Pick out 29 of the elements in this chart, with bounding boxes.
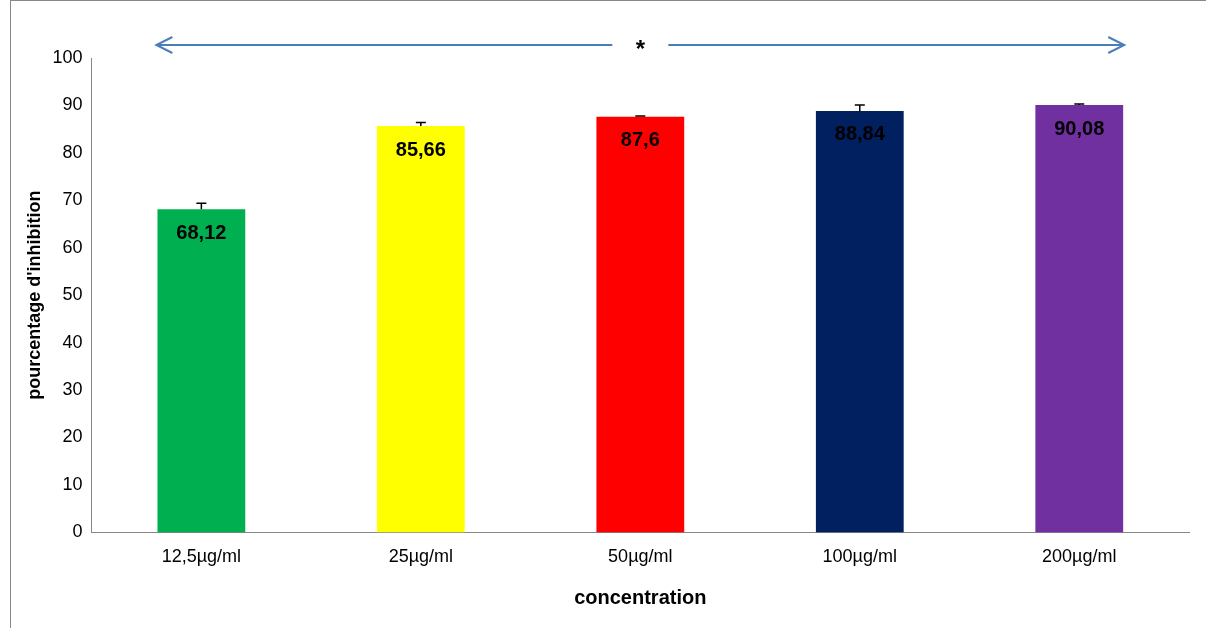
y-tick-label: 20 bbox=[62, 426, 83, 447]
y-tick-label: 40 bbox=[62, 331, 83, 352]
x-tick-label: 25µg/ml bbox=[388, 546, 454, 567]
y-tick-label: 100 bbox=[52, 46, 83, 67]
y-tick-label: 60 bbox=[62, 236, 83, 257]
y-tick-label: 0 bbox=[72, 521, 83, 542]
bar bbox=[157, 209, 246, 533]
x-tick-label: 200µg/ml bbox=[1042, 546, 1117, 567]
data-label: 68,12 bbox=[176, 220, 227, 243]
x-tick-label: 12,5µg/ml bbox=[161, 546, 242, 567]
data-label: 87,6 bbox=[620, 128, 660, 151]
x-tick-label: 50µg/ml bbox=[608, 546, 673, 567]
y-tick-label: 70 bbox=[62, 189, 83, 210]
x-tick-label: 100µg/ml bbox=[822, 546, 897, 567]
y-tick-label: 30 bbox=[62, 379, 83, 400]
x-axis-title: concentration bbox=[574, 585, 707, 608]
bar bbox=[596, 116, 685, 533]
bar bbox=[376, 126, 465, 533]
y-tick-label: 90 bbox=[62, 94, 83, 115]
data-label: 90,08 bbox=[1054, 116, 1105, 139]
bar bbox=[815, 110, 904, 533]
data-label: 88,84 bbox=[834, 122, 886, 145]
data-label: 85,66 bbox=[395, 137, 446, 160]
y-tick-label: 50 bbox=[62, 284, 83, 305]
y-tick-label: 10 bbox=[62, 473, 83, 494]
y-tick-label: 80 bbox=[62, 141, 83, 162]
y-axis-title: pourcentage d'inhibition bbox=[23, 190, 44, 400]
bar bbox=[1035, 105, 1124, 533]
annotation: * bbox=[635, 34, 646, 62]
